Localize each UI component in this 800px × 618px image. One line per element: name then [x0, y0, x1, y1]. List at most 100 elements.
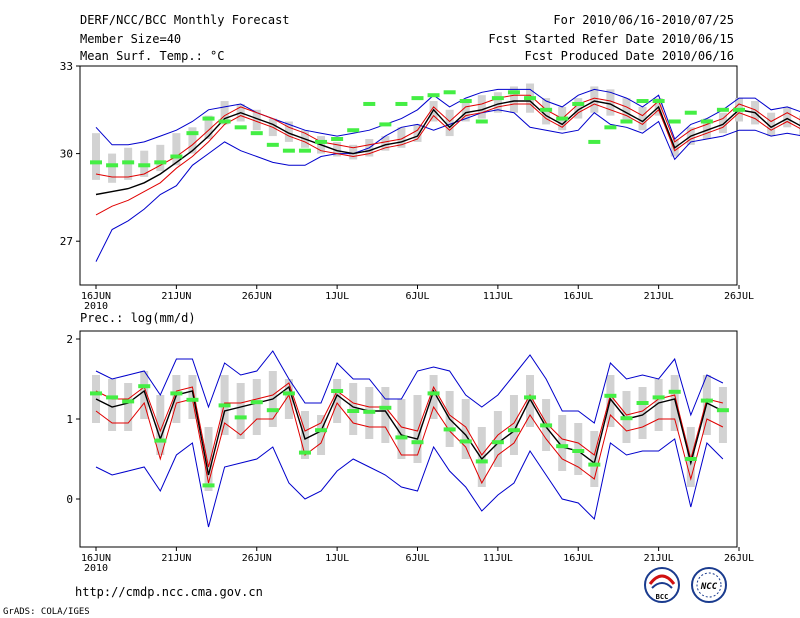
bcc-logo-text: BCC — [656, 593, 669, 601]
p-spread-box — [477, 427, 486, 487]
t-spread-box — [445, 109, 454, 137]
t-obs-mark — [684, 110, 697, 115]
t-spread-box — [590, 86, 599, 113]
p-blue-upper-line — [95, 350, 724, 424]
p-obs-mark — [331, 389, 344, 393]
p-spread-box — [172, 375, 181, 423]
t-obs-mark — [234, 125, 247, 130]
p-spread-box — [654, 379, 663, 431]
t-spread-box — [92, 133, 100, 180]
t-obs-mark — [363, 101, 376, 106]
footer-credit: GrADS: COLA/IGES — [3, 607, 90, 617]
t-obs-mark — [298, 148, 311, 153]
t-obs-mark — [347, 128, 360, 133]
t-obs-mark — [636, 99, 649, 104]
p-y-tick-label: 1 — [66, 413, 73, 426]
bcc-logo: BCC — [644, 567, 680, 603]
header-period: For 2010/06/16-2010/07/25 — [553, 13, 734, 27]
t-spread-box — [108, 153, 117, 183]
p-x-tick-label: 21JUL — [644, 553, 674, 564]
t-spread-box — [783, 106, 792, 128]
t-spread-box — [477, 95, 486, 119]
p-obs-mark — [90, 391, 102, 396]
footer-url: http://cmdp.ncc.cma.gov.cn — [75, 585, 263, 599]
t-obs-mark — [202, 116, 215, 121]
t-spread-box — [413, 124, 422, 142]
p-x-tick-label: 1JUL — [325, 553, 349, 564]
header-title: DERF/NCC/BCC Monthly Forecast — [80, 13, 290, 27]
p-obs-mark — [282, 391, 295, 396]
t-obs-mark — [556, 116, 569, 121]
p-spread-box — [558, 415, 567, 471]
t-spread-box — [204, 115, 213, 139]
p-spread-box — [300, 411, 309, 459]
t-spread-box — [622, 98, 631, 122]
p-spread-box — [461, 399, 470, 459]
t-obs-mark — [540, 107, 553, 112]
t-obs-mark — [700, 119, 713, 124]
p-obs-mark — [604, 393, 617, 398]
p-spread-box — [509, 395, 518, 455]
t-spread-box — [220, 101, 229, 125]
p-obs-mark — [202, 483, 215, 488]
p-red-lower-line — [95, 393, 724, 485]
p-obs-mark — [475, 459, 488, 464]
t-obs-mark — [331, 137, 344, 141]
t-obs-mark — [716, 107, 729, 112]
t-spread-box — [638, 106, 647, 131]
t-spread-box — [172, 133, 181, 166]
t-x-tick-label: 26JUN — [242, 291, 272, 302]
p-x-tick-label: 21JUN — [161, 553, 191, 564]
t-y-tick-label: 33 — [60, 60, 73, 73]
t-obs-mark — [572, 101, 585, 106]
p-x-tick-label: 16JUN — [81, 553, 111, 564]
t-obs-mark — [379, 122, 392, 127]
p-spread-box — [381, 387, 390, 443]
p-obs-mark — [636, 401, 649, 405]
p-spread-box — [397, 399, 406, 459]
t-ensemble-mean-line — [95, 100, 800, 196]
t-blue-upper-line — [95, 88, 800, 146]
t-spread-box — [574, 98, 583, 119]
p-obs-mark — [363, 409, 376, 414]
header-start-date: Fcst Started Refer Date 2010/06/15 — [488, 32, 734, 46]
t-x-tick-label: 16JUN — [81, 291, 111, 302]
t-spread-box — [188, 127, 197, 154]
p-obs-mark — [395, 435, 408, 440]
p-spread-box — [156, 395, 165, 455]
t-x-year-label: 2010 — [84, 301, 108, 312]
t-x-tick-label: 11JUL — [483, 291, 513, 302]
p-obs-mark — [266, 408, 279, 413]
p-spread-box — [333, 379, 342, 423]
p-obs-mark — [411, 440, 424, 445]
t-x-tick-label: 26JUL — [724, 291, 754, 302]
p-x-tick-label: 26JUL — [724, 553, 754, 564]
p-obs-mark — [668, 389, 681, 394]
t-obs-mark — [122, 160, 135, 165]
p-obs-mark — [443, 427, 456, 432]
p-obs-mark — [524, 395, 537, 400]
t-obs-mark — [266, 142, 279, 147]
t-plot-frame — [79, 65, 738, 286]
p-obs-mark — [234, 415, 247, 420]
p-x-tick-label: 6JUL — [405, 553, 429, 564]
t-obs-mark — [170, 154, 183, 159]
p-spread-box — [317, 415, 326, 455]
p-obs-mark — [106, 395, 119, 400]
p-obs-mark — [459, 439, 472, 444]
p-obs-mark — [588, 462, 601, 467]
p-obs-mark — [684, 457, 697, 461]
t-spread-box — [461, 101, 470, 122]
t-obs-mark — [315, 139, 328, 144]
t-spread-box — [349, 144, 358, 160]
p-spread-box — [188, 375, 197, 419]
t-obs-mark — [427, 93, 440, 98]
header-member-size: Member Size=40 — [80, 32, 181, 46]
temperature-panel: 27 30 33 16JUN 21JUN 26JUN 1JUL 6JUL 11JUL 16JUL 2… — [60, 60, 800, 312]
header-produced-date: Fcst Produced Date 2010/06/16 — [524, 49, 734, 63]
p-spread-box — [670, 375, 679, 431]
p-obs-mark — [186, 397, 199, 402]
p-obs-mark — [620, 416, 633, 421]
t-x-tick-label: 1JUL — [325, 291, 349, 302]
p-red-upper-line — [95, 382, 724, 468]
